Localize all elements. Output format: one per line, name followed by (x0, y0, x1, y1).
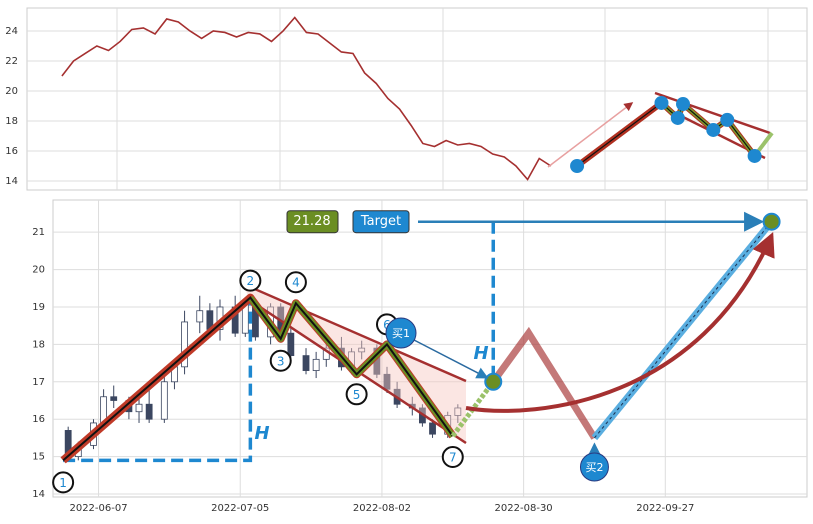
x-tick-label: 2022-06-07 (69, 503, 127, 514)
pattern-label: 6 (383, 318, 391, 332)
y-tick-label: 20 (5, 86, 18, 97)
projection-rise-center (594, 221, 772, 439)
buy-marker (385, 317, 417, 349)
y-tick-label: 14 (32, 489, 45, 500)
pattern-marker (441, 446, 464, 469)
top-pattern-point (706, 122, 721, 137)
pattern-label: 5 (353, 388, 361, 402)
y-tick-label: 18 (32, 339, 45, 350)
y-tick-label: 16 (5, 146, 18, 157)
candle-body (160, 381, 168, 420)
top-pattern-point (676, 97, 691, 112)
h-measure (63, 297, 253, 463)
candle-body (135, 403, 143, 413)
y-tick-label: 14 (5, 176, 18, 187)
buy-arrow (413, 339, 489, 379)
pattern-label: 2 (247, 274, 255, 288)
pattern-label: 7 (449, 451, 457, 465)
pattern-label: 1 (59, 476, 67, 490)
top-pattern-point (720, 112, 735, 127)
x-tick-label: 2022-09-27 (636, 503, 694, 514)
target-label: Target (360, 214, 401, 229)
pattern-label: 4 (292, 276, 300, 290)
projection-point (484, 372, 503, 391)
y-tick-label: 20 (32, 265, 45, 276)
candle-body (196, 310, 204, 323)
x-tick-label: 2022-07-05 (211, 503, 269, 514)
channel-line (241, 282, 467, 383)
h-label: H (254, 423, 269, 444)
target-box (352, 210, 410, 234)
candle-body (145, 403, 153, 420)
top-pattern-point (654, 95, 669, 110)
y-tick-label: 18 (5, 116, 18, 127)
y-tick-label: 19 (32, 302, 45, 313)
top-x-grid (116, 8, 769, 190)
x-tick-label: 2022-08-30 (495, 503, 553, 514)
candle-body (181, 321, 188, 368)
candle-body (302, 355, 310, 371)
y-tick-label: 24 (5, 26, 18, 37)
h-label: H (473, 343, 488, 364)
top-channel (654, 91, 771, 135)
candle-body (312, 358, 320, 371)
channel-fill (242, 283, 466, 443)
top-pattern-point (670, 110, 685, 125)
pattern-marker (284, 271, 307, 294)
pattern-label: 3 (277, 354, 285, 368)
y-tick-label: 17 (32, 377, 45, 388)
pattern-marker (52, 471, 75, 494)
target-point (762, 212, 781, 231)
y-tick-label: 21 (32, 227, 45, 238)
x-tick-label: 2022-08-02 (353, 503, 411, 514)
curve-arrow (465, 232, 775, 413)
buy-marker (579, 452, 609, 482)
buy-label: 买2 (585, 461, 603, 474)
candle-body (383, 373, 391, 390)
top-panel (26, 7, 808, 191)
value-box (286, 210, 339, 234)
candle-body (429, 422, 436, 435)
y-tick-label: 15 (32, 452, 45, 463)
buy-label: 买1 (392, 327, 410, 340)
y-tick-label: 22 (5, 56, 18, 67)
top-arrow (547, 102, 634, 168)
candle-body (454, 407, 462, 416)
target-value: 21.28 (293, 214, 330, 229)
candle-body (358, 347, 366, 353)
candle-body (110, 396, 118, 401)
pattern-center (62, 296, 454, 462)
candle-body (287, 332, 295, 357)
pattern-marker (345, 383, 368, 406)
top-pattern-point (747, 148, 762, 163)
pattern-marker (269, 349, 292, 372)
pattern-marker (239, 269, 262, 292)
y-tick-label: 16 (32, 414, 45, 425)
top-pattern-point (570, 158, 585, 173)
price-line (61, 16, 552, 181)
